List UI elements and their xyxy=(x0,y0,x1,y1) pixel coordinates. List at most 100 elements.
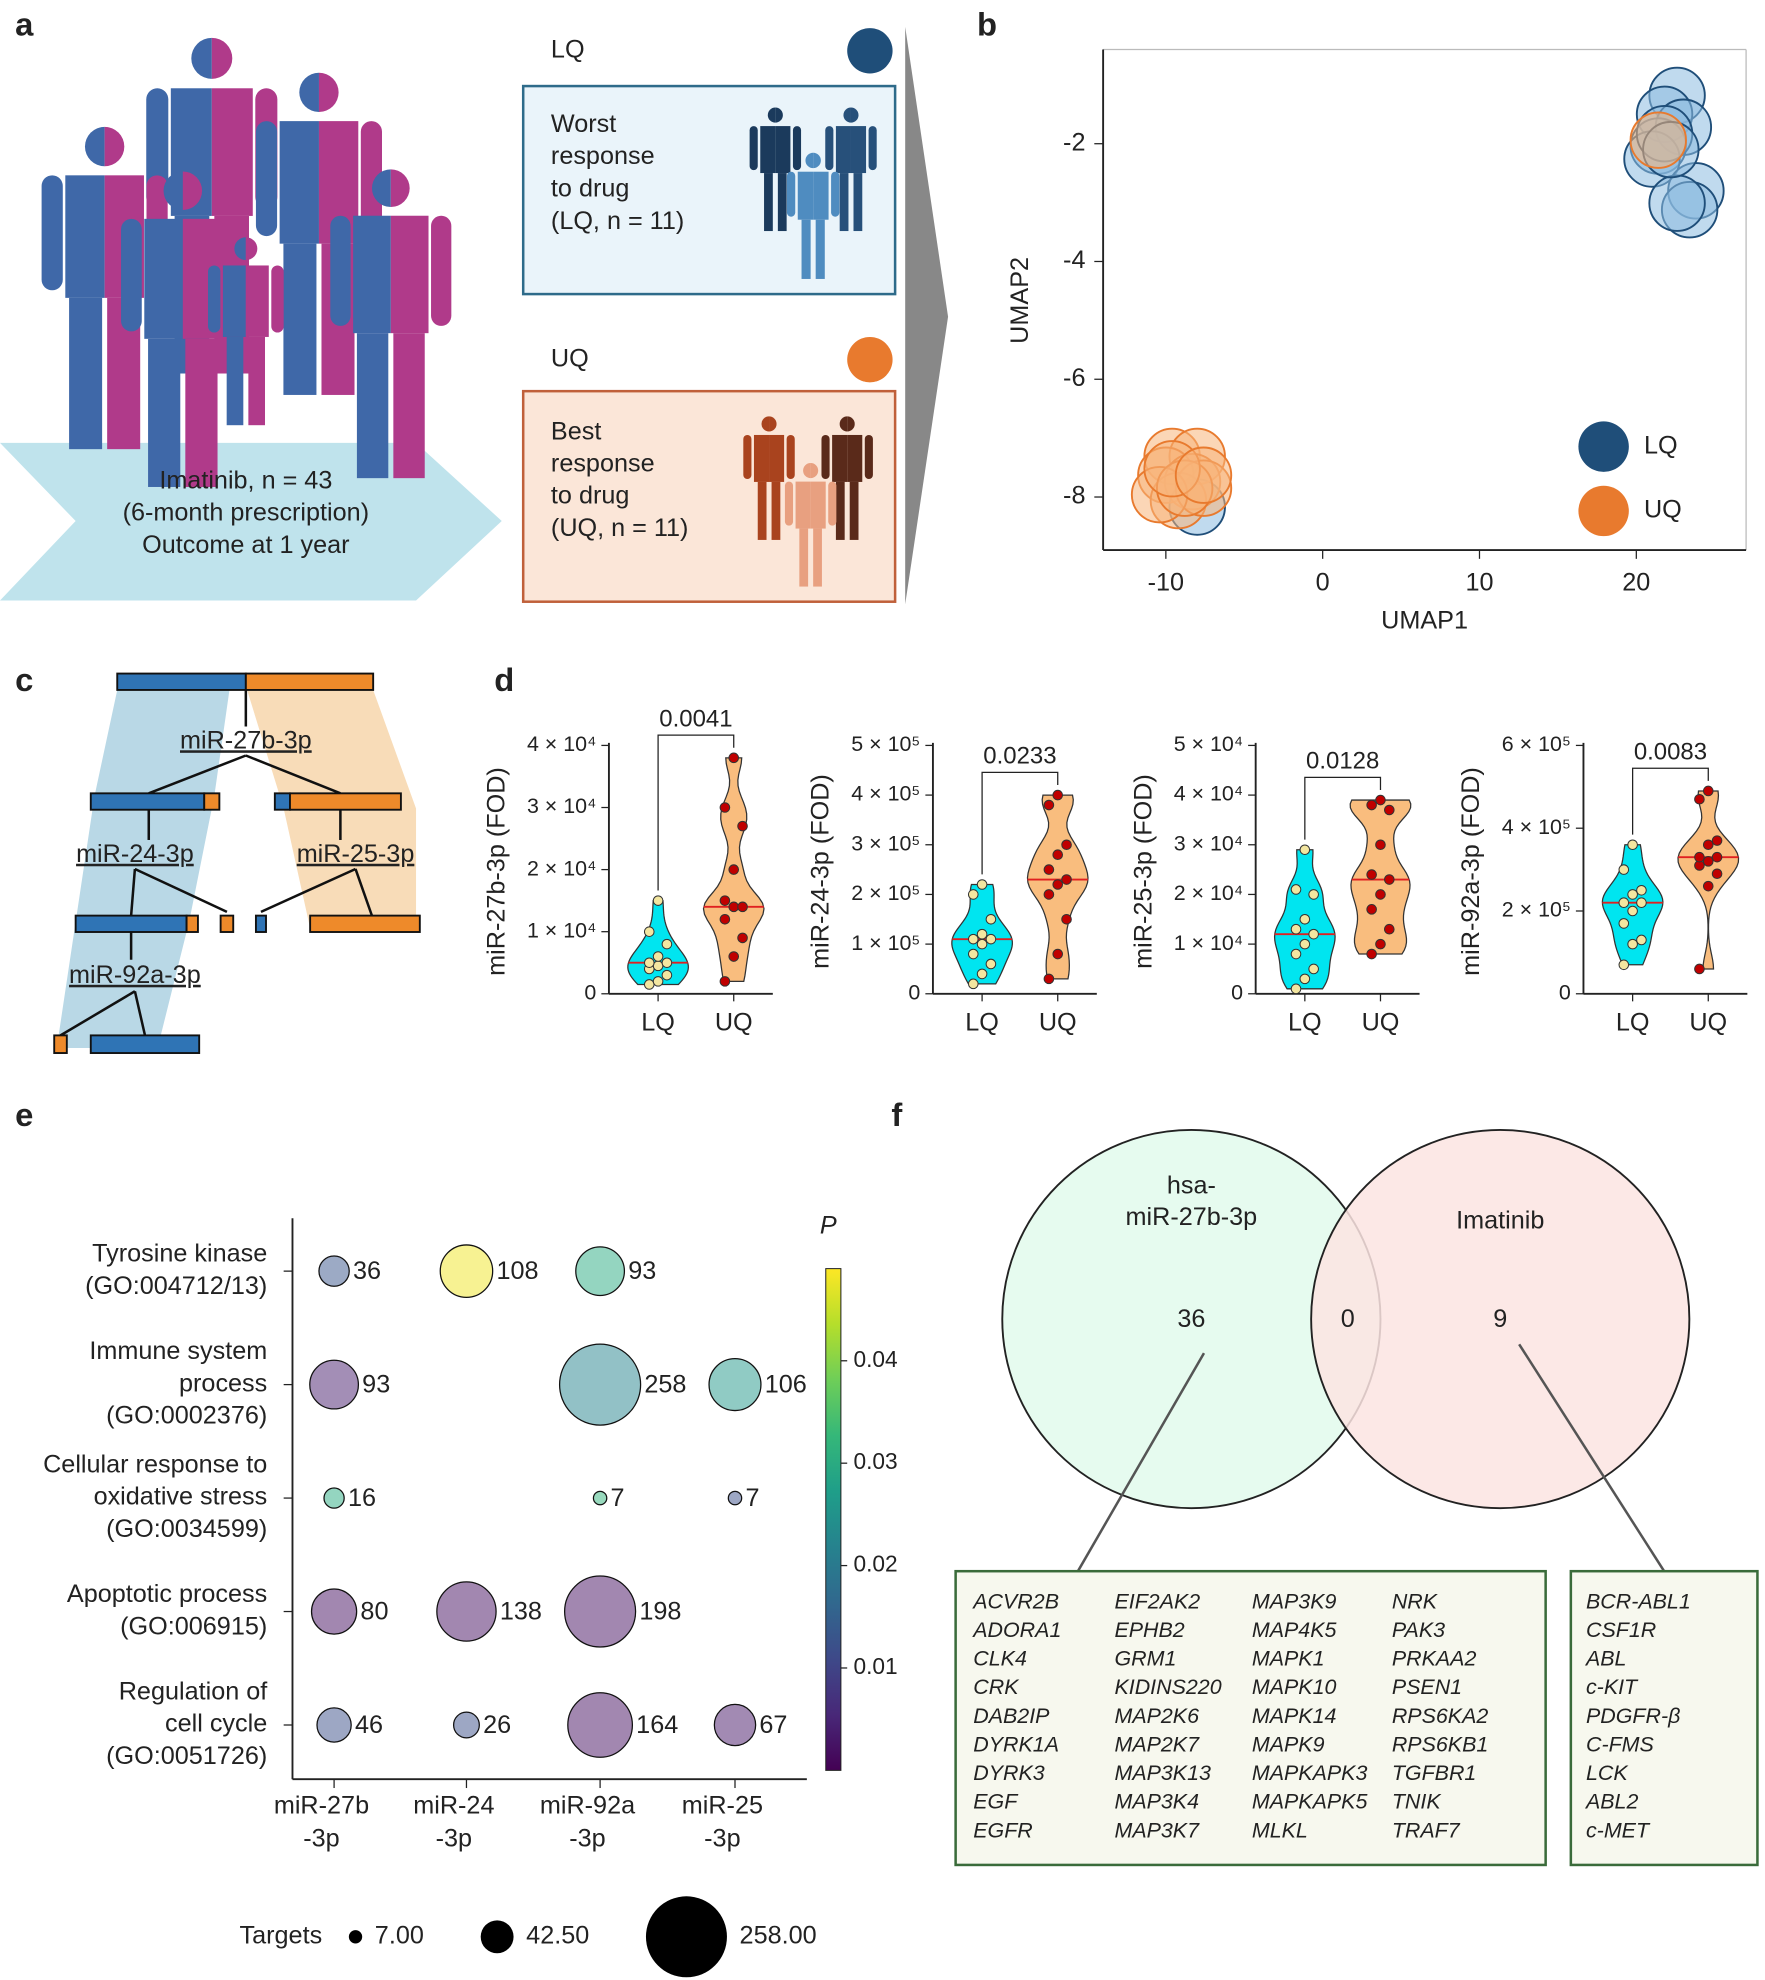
point xyxy=(719,976,731,987)
arm xyxy=(121,218,142,332)
colorbar-tick-label: 0.03 xyxy=(854,1448,898,1474)
point xyxy=(1618,959,1630,971)
torso-half xyxy=(245,265,269,337)
point xyxy=(652,951,664,962)
arm xyxy=(821,434,830,480)
leg xyxy=(853,173,863,232)
x-tick-label: UQ xyxy=(1362,1009,1400,1037)
row-label: (GO:0051726) xyxy=(106,1742,267,1770)
box-text: response xyxy=(551,142,655,170)
group-label: LQ xyxy=(551,35,585,63)
gene: NRK xyxy=(1392,1589,1439,1613)
head-half xyxy=(84,126,105,167)
bubble-label: 26 xyxy=(483,1711,511,1739)
bubble-label: 108 xyxy=(496,1257,538,1285)
person-icon xyxy=(821,416,873,540)
y-tick-label: 0 xyxy=(584,980,596,1004)
torso-half xyxy=(797,171,814,220)
bubble-label: 16 xyxy=(348,1484,376,1512)
point xyxy=(985,933,997,945)
point xyxy=(1061,839,1072,851)
leader xyxy=(1076,1352,1206,1572)
person-icon xyxy=(825,107,877,232)
point xyxy=(661,957,673,969)
row-label: (GO:006915) xyxy=(120,1612,267,1640)
arm xyxy=(792,126,802,171)
panel-label: c xyxy=(15,661,33,698)
leg xyxy=(226,336,244,426)
point xyxy=(737,932,748,944)
point xyxy=(719,802,731,813)
lq-dot xyxy=(847,28,893,74)
bubble xyxy=(727,1490,743,1506)
bubble xyxy=(452,1711,480,1739)
point xyxy=(1694,793,1705,805)
gene: MAP3K9 xyxy=(1252,1589,1337,1613)
point xyxy=(1061,913,1072,925)
point xyxy=(1308,963,1319,975)
gene: c-MET xyxy=(1586,1818,1651,1842)
gene: DYRK3 xyxy=(973,1761,1045,1785)
gene: DYRK1A xyxy=(973,1732,1059,1756)
gene: RPS6KA2 xyxy=(1392,1704,1489,1728)
point xyxy=(1290,923,1302,935)
point xyxy=(737,820,748,832)
gene: TNIK xyxy=(1392,1790,1443,1814)
person-icon xyxy=(208,237,284,426)
gene: LCK xyxy=(1586,1761,1629,1785)
chevron-text: Outcome at 1 year xyxy=(142,531,349,559)
bubble xyxy=(309,1359,360,1410)
arm xyxy=(330,215,351,326)
leg xyxy=(813,528,822,587)
point xyxy=(1043,799,1055,811)
x-axis-label: UMAP1 xyxy=(1381,607,1468,635)
bubble-label: 93 xyxy=(362,1371,390,1399)
bubble xyxy=(436,1581,497,1642)
point xyxy=(1366,904,1377,915)
leg xyxy=(815,219,825,279)
uq-dot xyxy=(847,336,893,383)
head-half xyxy=(847,416,855,432)
gene: MAPK9 xyxy=(1252,1732,1325,1756)
gene: KIDINS220 xyxy=(1114,1675,1221,1699)
head-half xyxy=(371,169,391,208)
leg xyxy=(393,333,425,479)
p-value: 0.0233 xyxy=(983,743,1056,770)
gene: MAPKAPK3 xyxy=(1252,1761,1368,1785)
leader xyxy=(1518,1343,1666,1572)
p-value: 0.0128 xyxy=(1306,748,1379,775)
legend-label: LQ xyxy=(1644,431,1678,459)
bubble-label: 7 xyxy=(611,1484,625,1512)
venn-count: 9 xyxy=(1493,1305,1507,1333)
panel-label: d xyxy=(494,661,514,698)
arm xyxy=(255,121,278,237)
arm xyxy=(828,481,837,526)
point xyxy=(1627,889,1638,900)
x-tick-label: LQ xyxy=(1288,1009,1322,1037)
gene: CSF1R xyxy=(1586,1618,1656,1642)
y-tick-label: 0 xyxy=(908,980,920,1004)
size-legend-marker xyxy=(348,1930,363,1944)
bubble xyxy=(708,1358,762,1412)
gene: EPHB2 xyxy=(1114,1618,1184,1642)
leg xyxy=(356,333,389,479)
torso-half xyxy=(65,175,105,298)
bubble xyxy=(563,1575,637,1648)
point xyxy=(1711,868,1723,880)
arm xyxy=(825,126,834,171)
y-tick-label: 3 × 10⁴ xyxy=(527,794,596,818)
point xyxy=(1375,794,1386,806)
leg xyxy=(283,243,317,395)
point xyxy=(1308,928,1319,940)
column-label: -3p xyxy=(303,1824,339,1852)
colorbar xyxy=(825,1268,842,1771)
y-tick-label: -4 xyxy=(1063,246,1085,274)
point xyxy=(1052,849,1064,860)
point xyxy=(1636,934,1647,946)
y-tick-label: 4 × 10⁴ xyxy=(527,732,596,756)
gene: DAB2IP xyxy=(973,1704,1050,1728)
arm xyxy=(784,481,794,526)
panel-label: e xyxy=(15,1096,33,1133)
head-half xyxy=(390,169,410,208)
x-tick-label: 0 xyxy=(1316,569,1330,597)
